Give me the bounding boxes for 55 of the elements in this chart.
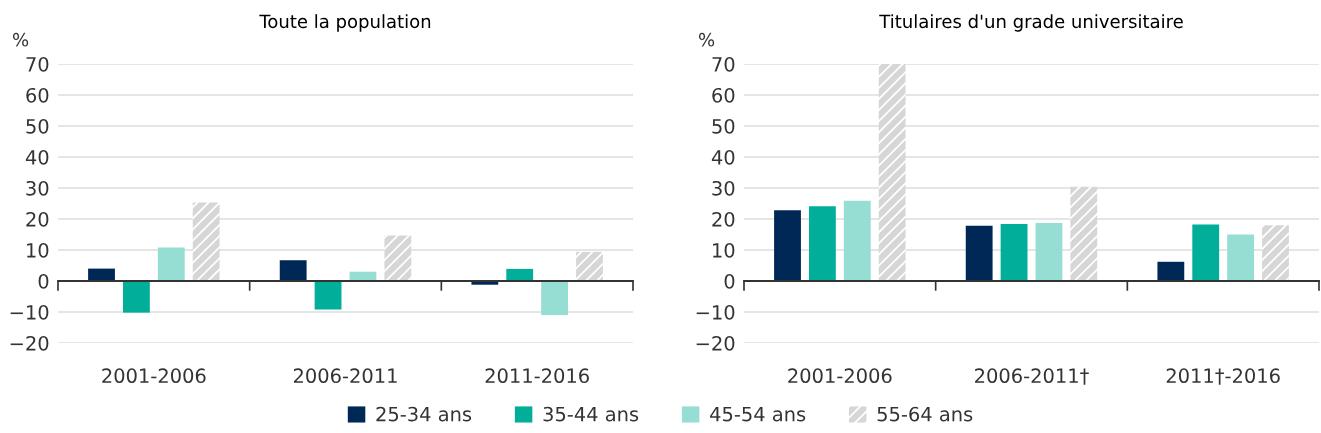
y-tick-label: 40 [25, 149, 49, 165]
y-tick-label: 0 [724, 273, 735, 289]
y-tick-label: 60 [26, 87, 49, 103]
y-axis-title: % [699, 32, 715, 47]
bar [1227, 234, 1255, 281]
bar [1192, 224, 1220, 281]
y-tick-label: 30 [712, 180, 735, 196]
y-tick-label: 50 [712, 118, 735, 134]
y-tick-label: 10 [713, 242, 735, 258]
bar [314, 281, 342, 310]
bar [808, 206, 836, 281]
bar [384, 235, 412, 281]
bar [1157, 261, 1185, 281]
x-tick-label: 2011†-2016 [1166, 368, 1280, 385]
x-tick-label: 2006-2011† [975, 368, 1089, 385]
bar [157, 247, 185, 281]
bar [122, 281, 150, 313]
bar [541, 281, 569, 316]
bar [1070, 186, 1098, 281]
y-tick-label: 70 [712, 56, 735, 72]
x-tick-label: 2006-2011 [293, 368, 397, 384]
y-tick-label: 40 [711, 149, 735, 165]
legend-label: 25-34 ans [376, 406, 472, 422]
bar [965, 225, 993, 281]
y-tick-label: −20 [696, 335, 735, 351]
bar [774, 210, 801, 281]
y-axis-title: % [13, 32, 29, 47]
legend-label: 35-44 ans [543, 406, 639, 422]
y-tick-label: 10 [27, 242, 49, 258]
bar [279, 260, 307, 281]
y-tick-label: −10 [10, 304, 49, 320]
bar [843, 200, 871, 281]
y-tick-label: 20 [712, 211, 735, 227]
bar [1262, 225, 1289, 281]
y-tick-label: 60 [712, 87, 735, 103]
y-tick-label: −10 [696, 304, 735, 320]
chart-title: Titulaires d'un grade universitaire [879, 14, 1183, 32]
y-tick-label: 20 [26, 211, 49, 227]
chart-title: Toute la population [259, 14, 431, 32]
x-tick-label: 2001-2006 [788, 368, 892, 384]
bar [1035, 223, 1063, 281]
bar [878, 64, 906, 281]
y-tick-label: 0 [38, 273, 49, 289]
x-tick-label: 2001-2006 [102, 368, 206, 384]
legend-label: 45-54 ans [710, 407, 806, 422]
bar [1000, 223, 1028, 281]
x-tick-label: 2011-2016 [485, 368, 589, 384]
y-tick-label: 30 [26, 180, 49, 196]
y-tick-label: 70 [26, 56, 49, 72]
y-tick-label: −20 [10, 335, 49, 351]
bar [192, 202, 220, 281]
y-tick-label: 50 [26, 118, 49, 134]
bar [506, 268, 534, 281]
legend-label: 55-64 ans [877, 406, 973, 422]
bar [576, 251, 603, 281]
